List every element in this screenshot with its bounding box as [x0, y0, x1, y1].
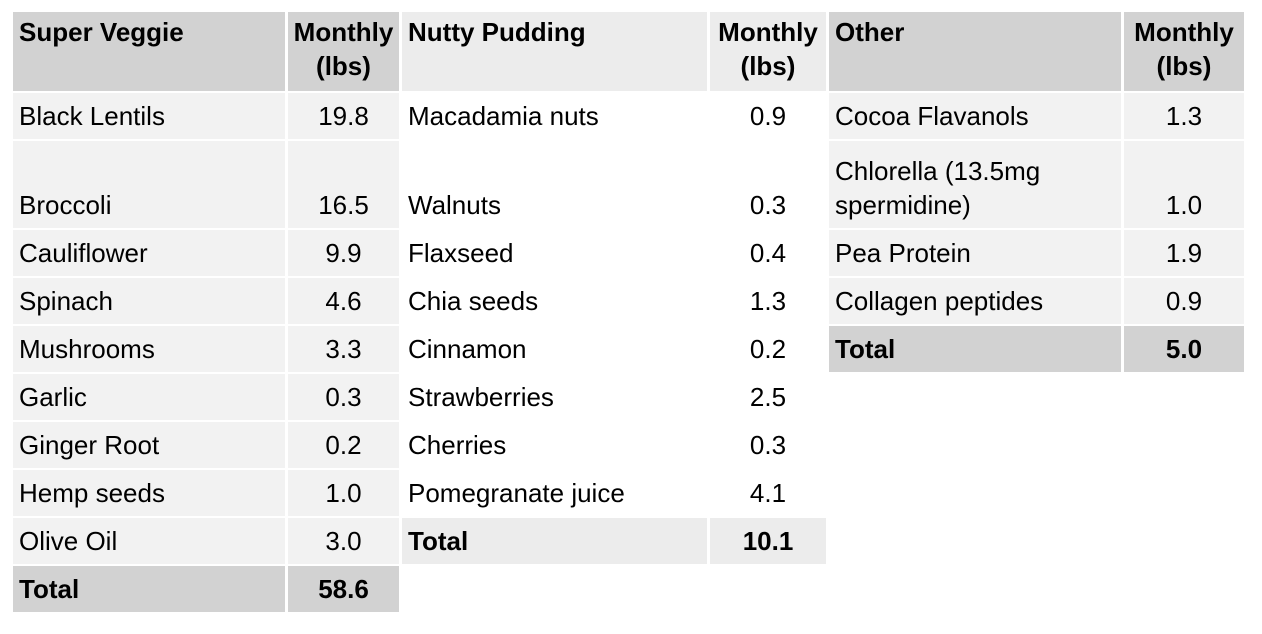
ingredient-name-cell: Hemp seeds [13, 470, 285, 516]
table-row: Spinach 4.6 Chia seeds 1.3 Collagen peptides… [13, 278, 1244, 324]
table-row: Hemp seeds 1.0 Pomegranate juice 4.1 [13, 470, 1244, 516]
ingredient-amount-cell: 0.3 [710, 422, 826, 468]
empty-cell [1124, 566, 1244, 612]
column-header-super-veggie-monthly-lbs: Monthly (lbs) [288, 12, 399, 91]
empty-cell [1124, 470, 1244, 516]
ingredient-name-cell: Chia seeds [402, 278, 707, 324]
ingredient-name-cell: Garlic [13, 374, 285, 420]
ingredient-amount-cell: 1.9 [1124, 230, 1244, 276]
table-row: Broccoli 16.5 Walnuts 0.3 Chlorella (13.5mg … [13, 141, 1244, 228]
ingredient-amount-cell: 0.2 [710, 326, 826, 372]
ingredient-name-cell: Ginger Root [13, 422, 285, 468]
ingredient-name-cell: Walnuts [402, 141, 707, 228]
table-row: Mushrooms 3.3 Cinnamon 0.2 Total 5.0 [13, 326, 1244, 372]
ingredient-amount-cell: 1.3 [710, 278, 826, 324]
empty-cell [829, 422, 1121, 468]
table-header: Super Veggie Monthly (lbs) Nutty Pudding Mo… [13, 12, 1244, 91]
ingredient-name-cell: Macadamia nuts [402, 93, 707, 139]
total-amount-cell: 58.6 [288, 566, 399, 612]
ingredient-amount-cell: 1.0 [1124, 141, 1244, 228]
ingredient-amount-cell: 16.5 [288, 141, 399, 228]
table-row: Olive Oil 3.0 Total 10.1 [13, 518, 1244, 564]
ingredient-amount-cell: 2.5 [710, 374, 826, 420]
table-row: Ginger Root 0.2 Cherries 0.3 [13, 422, 1244, 468]
monthly-ingredients-table: Super Veggie Monthly (lbs) Nutty Pudding Mo… [10, 10, 1247, 614]
total-label-cell: Total [402, 518, 707, 564]
empty-cell [829, 518, 1121, 564]
empty-cell [402, 566, 707, 612]
ingredient-amount-cell: 9.9 [288, 230, 399, 276]
table-body: Black Lentils 19.8 Macadamia nuts 0.9 Cocoa … [13, 93, 1244, 612]
column-header-other-monthly-lbs: Monthly (lbs) [1124, 12, 1244, 91]
ingredient-name-cell: Mushrooms [13, 326, 285, 372]
ingredient-amount-cell: 0.3 [288, 374, 399, 420]
ingredient-amount-cell: 3.3 [288, 326, 399, 372]
ingredient-amount-cell: 1.3 [1124, 93, 1244, 139]
ingredient-name-cell: Collagen peptides [829, 278, 1121, 324]
ingredient-name-cell: Spinach [13, 278, 285, 324]
ingredient-amount-cell: 0.3 [710, 141, 826, 228]
empty-cell [829, 470, 1121, 516]
ingredient-name-cell: Flaxseed [402, 230, 707, 276]
ingredient-name-cell: Cinnamon [402, 326, 707, 372]
ingredient-amount-cell: 4.1 [710, 470, 826, 516]
ingredient-name-cell: Cherries [402, 422, 707, 468]
ingredient-amount-cell: 3.0 [288, 518, 399, 564]
ingredient-name-cell: Broccoli [13, 141, 285, 228]
column-header-nutty-pudding: Nutty Pudding [402, 12, 707, 91]
empty-cell [1124, 422, 1244, 468]
ingredient-name-cell: Cauliflower [13, 230, 285, 276]
total-label-cell: Total [13, 566, 285, 612]
empty-cell [1124, 518, 1244, 564]
ingredient-amount-cell: 19.8 [288, 93, 399, 139]
table-row: Total 58.6 [13, 566, 1244, 612]
ingredient-name-cell: Pea Protein [829, 230, 1121, 276]
ingredient-amount-cell: 1.0 [288, 470, 399, 516]
empty-cell [829, 374, 1121, 420]
ingredient-amount-cell: 4.6 [288, 278, 399, 324]
ingredient-name-cell: Pomegranate juice [402, 470, 707, 516]
header-row: Super Veggie Monthly (lbs) Nutty Pudding Mo… [13, 12, 1244, 91]
ingredient-amount-cell: 0.4 [710, 230, 826, 276]
ingredient-name-cell: Olive Oil [13, 518, 285, 564]
ingredient-amount-cell: 0.2 [288, 422, 399, 468]
ingredient-name-cell: Cocoa Flavanols [829, 93, 1121, 139]
table-row: Garlic 0.3 Strawberries 2.5 [13, 374, 1244, 420]
total-label-cell: Total [829, 326, 1121, 372]
total-amount-cell: 5.0 [1124, 326, 1244, 372]
empty-cell [829, 566, 1121, 612]
empty-cell [1124, 374, 1244, 420]
table-row: Black Lentils 19.8 Macadamia nuts 0.9 Cocoa … [13, 93, 1244, 139]
column-header-super-veggie: Super Veggie [13, 12, 285, 91]
ingredient-name-cell: Chlorella (13.5mg spermidine) [829, 141, 1121, 228]
total-amount-cell: 10.1 [710, 518, 826, 564]
table-row: Cauliflower 9.9 Flaxseed 0.4 Pea Protein 1.9 [13, 230, 1244, 276]
ingredient-amount-cell: 0.9 [1124, 278, 1244, 324]
ingredient-amount-cell: 0.9 [710, 93, 826, 139]
column-header-other: Other [829, 12, 1121, 91]
empty-cell [710, 566, 826, 612]
ingredient-name-cell: Strawberries [402, 374, 707, 420]
column-header-nutty-pudding-monthly-lbs: Monthly (lbs) [710, 12, 826, 91]
ingredient-name-cell: Black Lentils [13, 93, 285, 139]
